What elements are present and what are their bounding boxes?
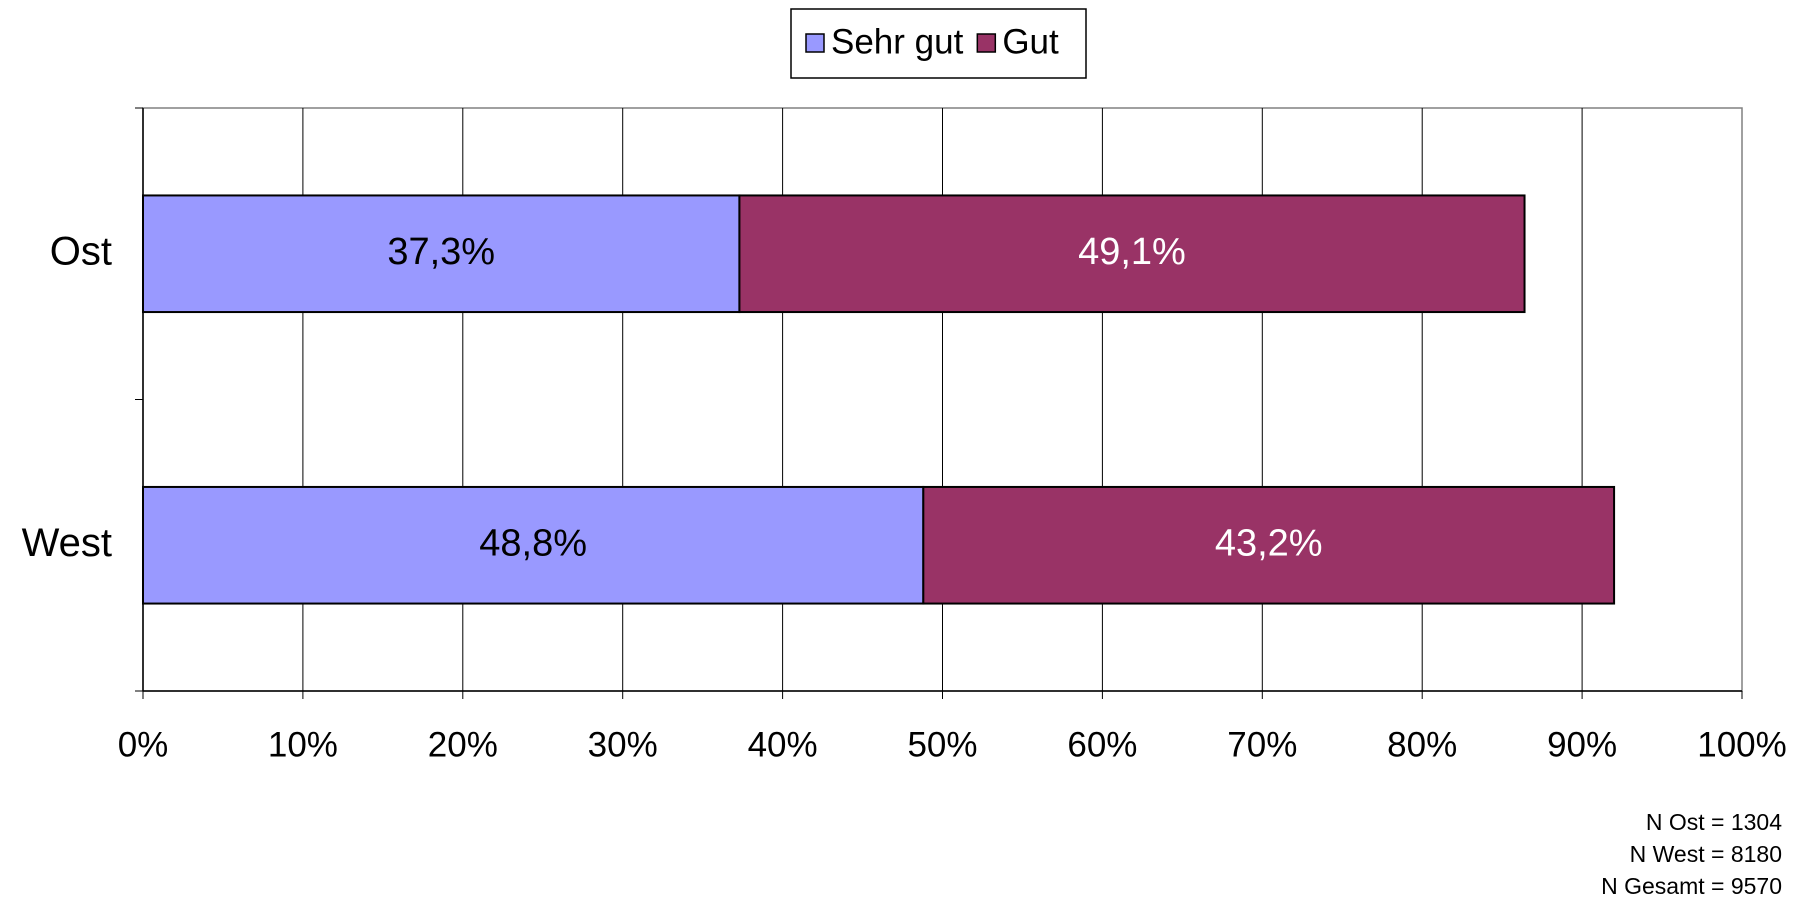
x-tick-label: 100% xyxy=(1697,725,1787,764)
x-tick-label: 10% xyxy=(268,725,338,764)
x-tick-label: 30% xyxy=(588,725,658,764)
data-label: 37,3% xyxy=(387,231,495,273)
x-tick-label: 20% xyxy=(428,725,498,764)
x-tick-label: 70% xyxy=(1227,725,1297,764)
legend-label: Gut xyxy=(1002,22,1059,61)
bar-segment xyxy=(738,194,1526,314)
legend-label: Sehr gut xyxy=(831,22,964,61)
bar-segment xyxy=(142,194,741,314)
annotation: N Ost = 1304 xyxy=(1646,809,1782,835)
data-label: 43,2% xyxy=(1215,522,1323,564)
annotation: N Gesamt = 9570 xyxy=(1601,873,1782,899)
x-tick-label: 90% xyxy=(1547,725,1617,764)
x-tick-label: 60% xyxy=(1067,725,1137,764)
annotation: N West = 8180 xyxy=(1630,841,1782,867)
x-tick-label: 50% xyxy=(907,725,977,764)
x-tick-label: 80% xyxy=(1387,725,1457,764)
y-tick-label: Ost xyxy=(50,229,112,273)
legend-box xyxy=(790,8,1087,79)
y-tick-label: West xyxy=(22,521,112,565)
x-tick-label: 40% xyxy=(748,725,818,764)
x-tick-label: 0% xyxy=(118,725,169,764)
data-label: 49,1% xyxy=(1078,231,1186,273)
legend-swatch xyxy=(976,33,997,53)
data-label: 48,8% xyxy=(479,522,587,564)
legend-swatch xyxy=(805,33,825,53)
bar-segment xyxy=(142,485,925,605)
bar-segment xyxy=(922,485,1616,605)
